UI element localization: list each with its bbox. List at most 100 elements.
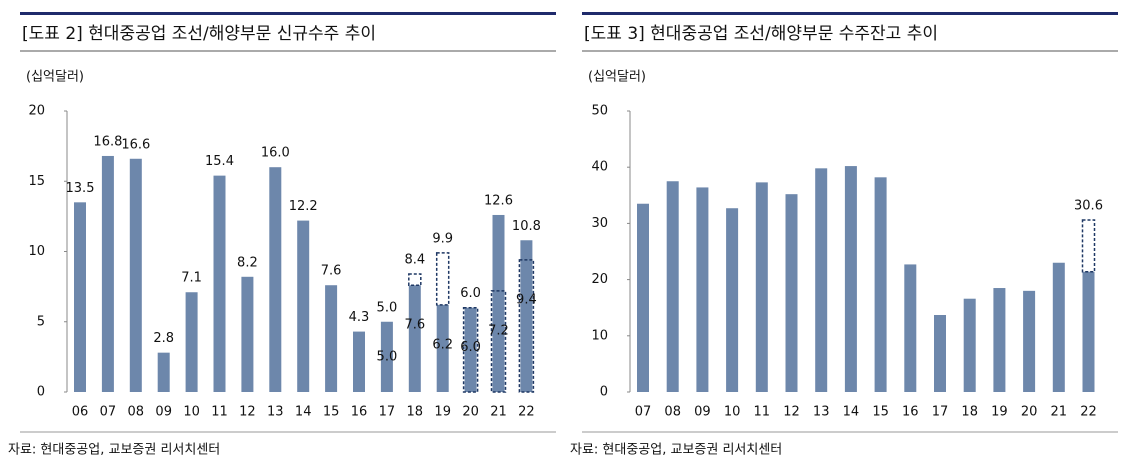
y-tick-label: 30 xyxy=(591,216,608,231)
x-tick-label: 20 xyxy=(1021,405,1038,420)
bar xyxy=(844,166,857,392)
data-label: 16.6 xyxy=(121,137,150,152)
y-tick-label: 15 xyxy=(28,174,45,189)
bar xyxy=(325,285,338,392)
x-tick-label: 13 xyxy=(267,405,284,420)
bar xyxy=(297,220,310,392)
data-label: 2.8 xyxy=(153,331,174,346)
source: 자료: 현대중공업, 교보증권 리서치센터 xyxy=(570,443,782,458)
x-tick-label: 07 xyxy=(635,405,652,420)
title-rule xyxy=(20,12,556,15)
x-tick-label: 14 xyxy=(843,405,860,420)
y-axis-label: (십억달러) xyxy=(588,70,646,85)
chart-title: [도표 2] 현대중공업 조선/해양부문 신규수주 추이 xyxy=(22,24,376,44)
x-tick-label: 10 xyxy=(183,405,200,420)
x-tick-label: 17 xyxy=(379,405,396,420)
bar xyxy=(101,155,114,392)
x-tick-label: 06 xyxy=(72,405,89,420)
bar xyxy=(1082,271,1095,392)
bar xyxy=(1023,290,1036,392)
y-tick-label: 40 xyxy=(591,160,608,175)
x-tick-label: 11 xyxy=(211,405,228,420)
bar xyxy=(963,298,976,392)
inner-label: 6.2 xyxy=(432,337,453,352)
data-label: 4.3 xyxy=(349,310,370,325)
x-tick-label: 14 xyxy=(295,405,312,420)
bar xyxy=(755,182,768,392)
bar xyxy=(269,167,282,392)
x-tick-label: 13 xyxy=(813,405,830,420)
x-tick-label: 19 xyxy=(434,405,451,420)
bar xyxy=(934,315,946,392)
y-tick-label: 5 xyxy=(37,314,45,329)
dashed-bar xyxy=(490,290,507,393)
bar xyxy=(436,304,449,392)
x-tick-label: 19 xyxy=(991,405,1008,420)
inner-label: 7.6 xyxy=(404,318,425,333)
inner-label: 5.0 xyxy=(377,350,398,365)
data-label: 13.5 xyxy=(66,181,95,196)
y-tick-label: 0 xyxy=(37,385,45,400)
bar xyxy=(129,158,142,392)
data-label: 8.2 xyxy=(237,255,258,270)
data-label: 8.4 xyxy=(404,252,425,267)
x-tick-label: 10 xyxy=(724,405,741,420)
bar xyxy=(353,331,365,392)
y-tick-label: 10 xyxy=(28,244,45,259)
bar xyxy=(785,194,798,392)
bar xyxy=(637,203,649,392)
y-tick-label: 20 xyxy=(591,272,608,287)
x-tick-label: 11 xyxy=(754,405,771,420)
x-tick-label: 20 xyxy=(462,405,479,420)
data-label: 5.0 xyxy=(377,300,398,315)
bar xyxy=(815,168,828,392)
bar xyxy=(993,288,1006,392)
x-tick-label: 08 xyxy=(128,405,145,420)
x-tick-label: 18 xyxy=(961,405,978,420)
x-tick-label: 22 xyxy=(1080,405,1097,420)
bar xyxy=(726,208,739,392)
bar xyxy=(464,307,477,392)
bar xyxy=(157,352,170,392)
x-tick-label: 09 xyxy=(155,405,172,420)
y-tick-label: 50 xyxy=(591,104,608,119)
y-tick-label: 20 xyxy=(28,104,45,119)
x-tick-label: 12 xyxy=(239,405,256,420)
data-label: 16.0 xyxy=(261,146,290,161)
bar xyxy=(1052,262,1065,392)
dashed-bar xyxy=(518,259,535,393)
data-label: 10.8 xyxy=(512,219,541,234)
inner-label: 9.4 xyxy=(516,292,537,307)
x-tick-label: 21 xyxy=(490,405,507,420)
bar xyxy=(380,321,393,392)
data-label: 15.4 xyxy=(205,154,234,169)
data-label: 16.8 xyxy=(93,134,122,149)
dashed-bar xyxy=(462,306,479,393)
x-tick-label: 15 xyxy=(872,405,889,420)
x-tick-label: 21 xyxy=(1051,405,1068,420)
data-label: 7.6 xyxy=(321,264,342,279)
x-tick-label: 15 xyxy=(323,405,340,420)
bar xyxy=(74,202,86,392)
y-axis-label: (십억달러) xyxy=(26,70,84,85)
data-label: 7.1 xyxy=(181,271,202,286)
data-label: 6.0 xyxy=(460,286,481,301)
title-rule xyxy=(582,12,1118,15)
bar xyxy=(492,214,505,392)
bar xyxy=(904,264,917,392)
bar xyxy=(666,181,679,392)
x-tick-label: 16 xyxy=(351,405,368,420)
bar xyxy=(185,292,198,392)
data-label: 9.9 xyxy=(432,231,453,246)
data-label: 12.6 xyxy=(484,193,513,208)
inner-label: 7.2 xyxy=(488,323,509,338)
bar xyxy=(520,240,533,392)
chart-title: [도표 3] 현대중공업 조선/해양부문 수주잔고 추이 xyxy=(584,24,938,44)
x-tick-label: 07 xyxy=(100,405,117,420)
x-tick-label: 22 xyxy=(518,405,535,420)
bar xyxy=(696,187,709,392)
bar xyxy=(874,177,887,392)
dashed-bar xyxy=(1081,219,1096,273)
x-tick-label: 18 xyxy=(407,405,424,420)
